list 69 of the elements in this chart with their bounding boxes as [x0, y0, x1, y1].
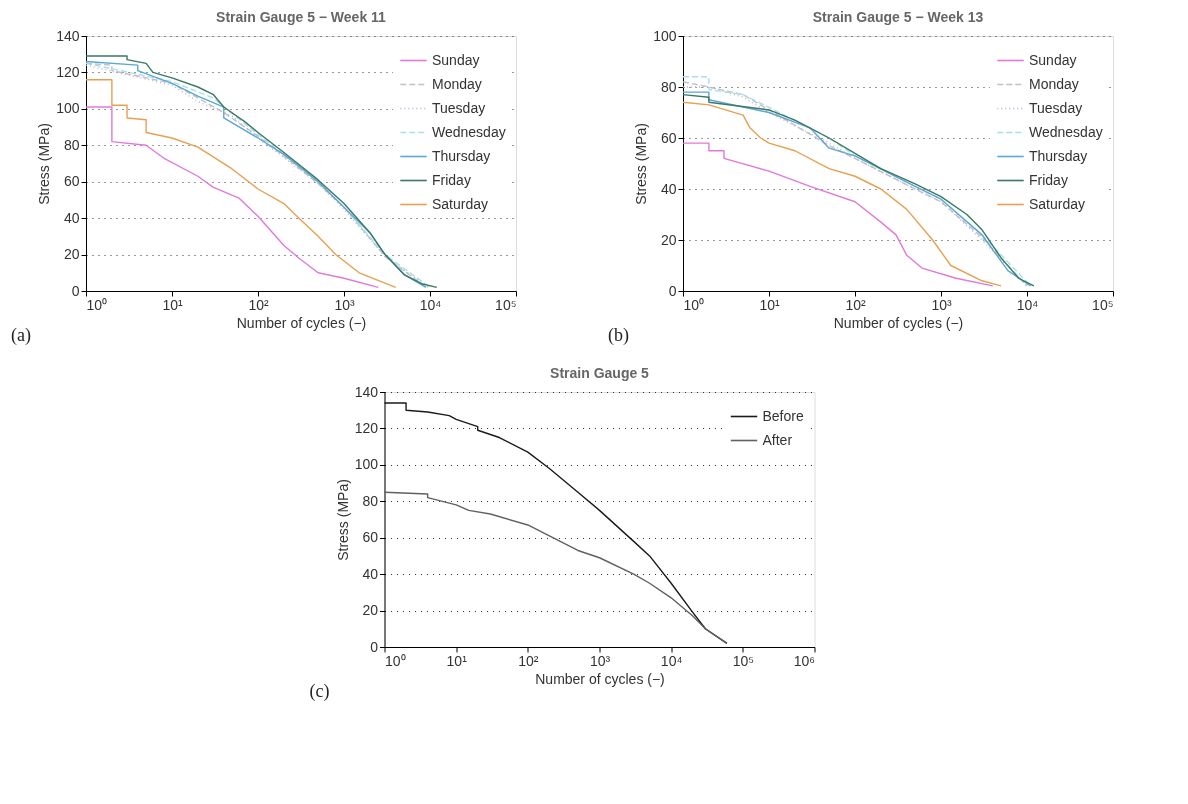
text: (c) [309, 681, 330, 702]
legend-label: Thursday [432, 147, 491, 164]
chart-title: Strain Gauge 5 − Week 13 [812, 9, 984, 25]
legend-label: After [762, 431, 793, 448]
legend-label: Wednesday [432, 123, 506, 140]
x-axis-title: Number of cycles (−) [833, 314, 964, 331]
x-tick-label: 10² [845, 296, 866, 313]
x-tick-label: 10² [518, 652, 539, 669]
x-tick-label: 10¹ [162, 296, 183, 313]
text: (b) [608, 325, 629, 346]
legend-label: Tuesday [1029, 99, 1083, 116]
y-tick-label: 120 [56, 63, 80, 80]
y-tick-label: 20 [63, 246, 80, 263]
y-tick-label: 80 [362, 492, 379, 509]
y-tick-label: 20 [660, 231, 677, 248]
y-tick-label: 140 [354, 383, 379, 400]
x-tick-label: 10³ [931, 296, 952, 313]
legend-label: Saturday [432, 195, 489, 212]
y-tick-label: 40 [660, 180, 677, 197]
y-tick-label: 60 [660, 129, 677, 146]
y-tick-label: 40 [63, 209, 80, 226]
y-tick-label: 100 [354, 456, 379, 473]
y-tick-label: 100 [56, 100, 80, 117]
x-axis-title: Number of cycles (−) [236, 314, 367, 331]
chart-title: Strain Gauge 5 [550, 365, 650, 381]
y-tick-label: 60 [362, 529, 379, 546]
x-tick-label: 10³ [334, 296, 355, 313]
y-tick-label: 0 [668, 282, 677, 299]
legend-label: Monday [432, 75, 482, 92]
y-axis-title: Stress (MPa) [334, 479, 351, 561]
text: (a) [11, 325, 31, 346]
legend-label: Sunday [432, 51, 480, 68]
legend-label: Monday [1029, 75, 1079, 92]
y-tick-label: 140 [56, 27, 80, 44]
y-tick-label: 80 [660, 78, 677, 95]
x-tick-label: 10⁶ [793, 652, 815, 669]
x-tick-label: 10² [248, 296, 269, 313]
y-axis-title: Stress (MPa) [633, 123, 650, 205]
x-tick-label: 10⁰ [683, 296, 705, 313]
y-axis-title: Stress (MPa) [36, 123, 53, 205]
x-tick-label: 10¹ [759, 296, 780, 313]
x-tick-label: 10⁴ [419, 296, 442, 313]
legend-label: Wednesday [1029, 123, 1103, 140]
y-tick-label: 100 [653, 27, 677, 44]
chart-title: Strain Gauge 5 − Week 11 [216, 9, 387, 25]
x-tick-label: 10⁵ [732, 652, 755, 669]
legend-label: Sunday [1029, 51, 1077, 68]
y-tick-label: 40 [362, 565, 379, 582]
x-axis-title: Number of cycles (−) [535, 670, 665, 687]
y-tick-label: 20 [362, 602, 379, 619]
legend-label: Tuesday [432, 99, 486, 116]
x-tick-label: 10¹ [446, 652, 468, 669]
legend-label: Friday [1029, 171, 1068, 188]
legend-label: Thursday [1029, 147, 1088, 164]
x-tick-label: 10⁰ [385, 652, 406, 669]
x-tick-label: 10⁴ [1016, 296, 1039, 313]
legend-label: Before [762, 407, 804, 424]
y-tick-label: 60 [63, 173, 80, 190]
legend-label: Friday [432, 171, 471, 188]
y-tick-label: 80 [63, 136, 80, 153]
x-tick-label: 10³ [589, 652, 611, 669]
legend-label: Saturday [1029, 195, 1086, 212]
x-tick-label: 10⁰ [86, 296, 108, 313]
y-tick-label: 0 [370, 638, 379, 655]
x-tick-label: 10⁵ [495, 296, 517, 313]
x-tick-label: 10⁴ [660, 652, 683, 669]
x-tick-label: 10⁵ [1092, 296, 1114, 313]
y-tick-label: 120 [354, 419, 379, 436]
y-tick-label: 0 [71, 282, 80, 299]
